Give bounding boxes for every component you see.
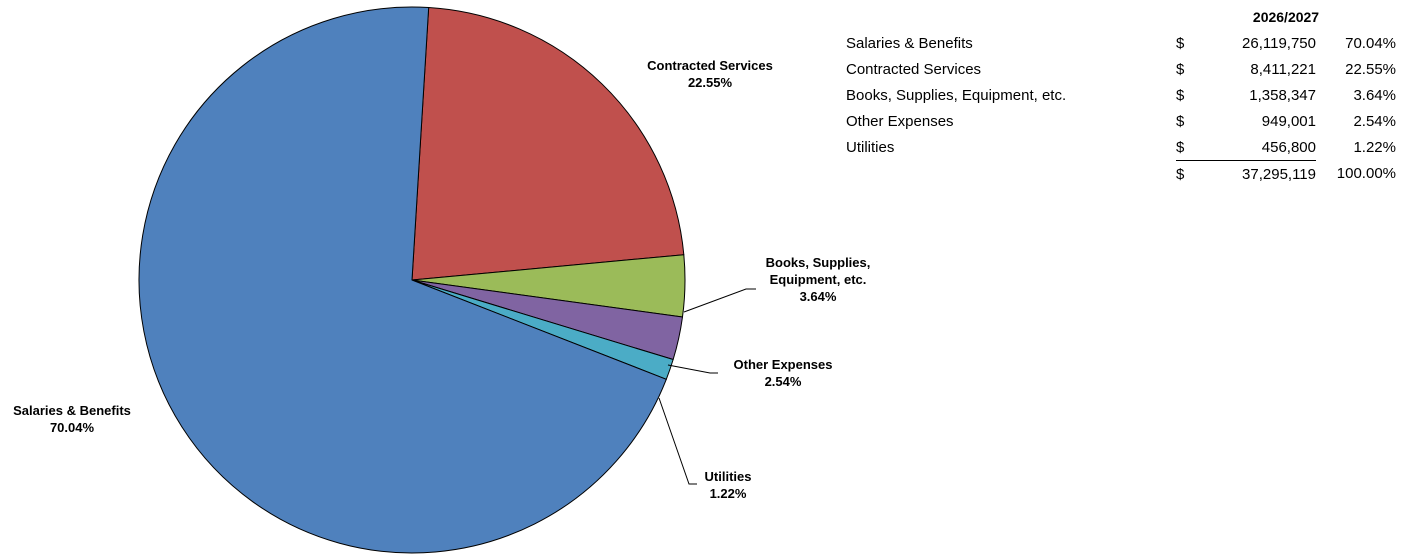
row-currency: $ [1176, 34, 1185, 52]
row-percent: 22.55% [1345, 60, 1396, 78]
table-row: Contracted Services $ 8,411,221 22.55% [840, 56, 1396, 82]
slice-percent-label-contracted-services: 22.55% [688, 75, 733, 90]
row-currency: $ [1176, 60, 1185, 78]
slice-percent-label-books-supplies: 3.64% [800, 289, 837, 304]
row-name: Salaries & Benefits [846, 34, 973, 52]
slice-name-label-other-expenses: Other Expenses [734, 357, 833, 372]
leader-line-utilities [658, 397, 697, 485]
slice-name-label-contracted-services: Contracted Services [647, 58, 773, 73]
total-currency: $ [1176, 160, 1206, 187]
leader-line-books-supplies [683, 288, 756, 313]
slice-percent-label-other-expenses: 2.54% [765, 374, 802, 389]
leader-line-other-expenses [667, 364, 718, 374]
pie-slice-salaries-benefits [138, 6, 667, 554]
row-amount: 949,001 [1261, 112, 1316, 130]
slice-name-label-utilities: Utilities [705, 469, 752, 484]
table-header-name-cell [840, 4, 1176, 30]
row-name: Contracted Services [846, 60, 982, 78]
row-name: Books, Supplies, Equipment, etc. [846, 86, 1067, 104]
table-row: Other Expenses $ 949,001 2.54% [840, 108, 1396, 134]
row-name: Utilities [846, 138, 895, 156]
row-percent: 70.04% [1345, 34, 1396, 52]
row-currency: $ [1176, 86, 1185, 104]
total-percent: 100.00% [1336, 165, 1396, 183]
row-name: Other Expenses [846, 112, 954, 130]
row-percent: 1.22% [1353, 138, 1396, 156]
row-percent: 2.54% [1353, 112, 1396, 130]
row-currency: $ [1176, 138, 1185, 156]
row-amount: 456,800 [1261, 138, 1316, 156]
slice-percent-label-utilities: 1.22% [710, 486, 747, 501]
table-row: Utilities $ 456,800 1.22% [840, 134, 1396, 161]
pie-slice-contracted-services [411, 7, 685, 281]
total-amount: 37,295,119 [1206, 160, 1316, 187]
table-header-row: 2026/2027 [840, 4, 1396, 30]
slice-name-label-books-supplies: Equipment, etc. [770, 272, 867, 287]
table-row: Books, Supplies, Equipment, etc. $ 1,358… [840, 82, 1396, 108]
total-name-cell [840, 161, 1176, 188]
row-currency: $ [1176, 112, 1185, 130]
slice-name-label-salaries-benefits: Salaries & Benefits [13, 403, 131, 418]
table-year-header: 2026/2027 [1252, 9, 1320, 25]
slice-percent-label-salaries-benefits: 70.04% [50, 420, 95, 435]
table-total-row: $ 37,295,119 100.00% [840, 160, 1396, 188]
expense-summary-table: 2026/2027 Salaries & Benefits $ 26,119,7… [840, 4, 1396, 187]
row-amount: 8,411,221 [1250, 60, 1316, 78]
slice-name-label-books-supplies: Books, Supplies, [766, 255, 871, 270]
row-amount: 1,358,347 [1249, 86, 1316, 104]
table-row: Salaries & Benefits $ 26,119,750 70.04% [840, 30, 1396, 56]
row-amount: 26,119,750 [1242, 34, 1316, 52]
row-percent: 3.64% [1353, 86, 1396, 104]
